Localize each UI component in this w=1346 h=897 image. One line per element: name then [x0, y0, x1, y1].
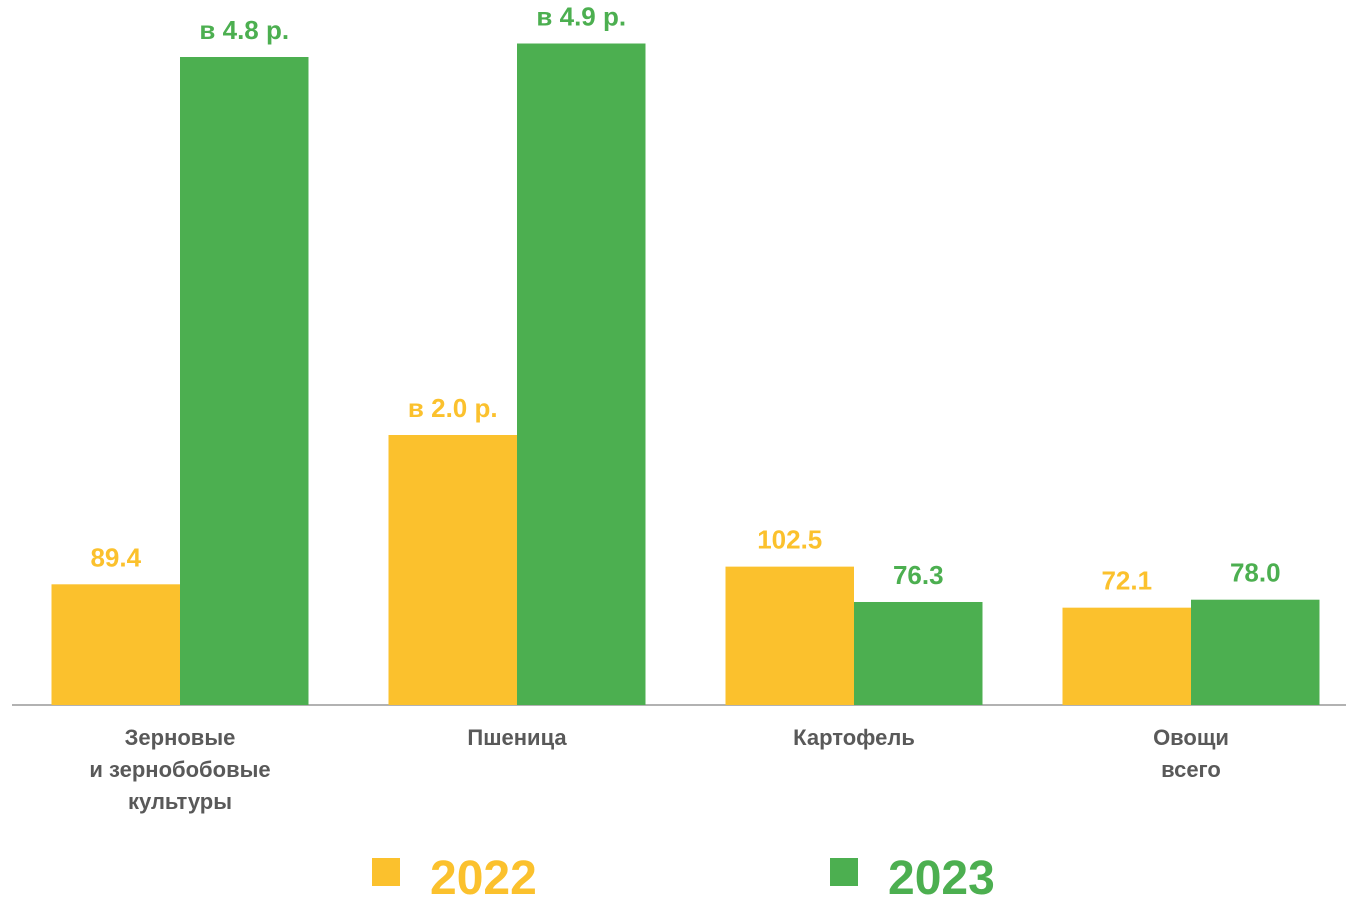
- x-tick-label: Картофель: [793, 725, 915, 750]
- data-label: в 4.9 р.: [536, 2, 626, 32]
- bar: [1062, 607, 1191, 705]
- bar: [854, 601, 983, 705]
- legend-label: 2022: [430, 852, 537, 897]
- bar: [180, 57, 309, 705]
- bar: [517, 43, 646, 705]
- x-tick-label: Овощи всего: [1153, 725, 1229, 782]
- bar: [1191, 599, 1320, 705]
- bar: [388, 435, 517, 705]
- legend-swatch: [372, 858, 400, 886]
- x-tick-label: Зерновые и зернобобовые культуры: [89, 725, 271, 814]
- legend-swatch: [830, 858, 858, 886]
- data-label: 76.3: [893, 560, 944, 590]
- legend-label: 2023: [888, 852, 995, 897]
- data-label: 89.4: [90, 542, 141, 572]
- data-label: 72.1: [1101, 566, 1152, 596]
- data-label: в 4.8 р.: [199, 15, 289, 45]
- bar: [51, 584, 180, 705]
- x-tick-label: Пшеница: [467, 725, 567, 750]
- data-label: 78.0: [1230, 558, 1281, 588]
- data-label: 102.5: [757, 525, 822, 555]
- data-label: в 2.0 р.: [408, 393, 498, 423]
- bar: [725, 566, 854, 705]
